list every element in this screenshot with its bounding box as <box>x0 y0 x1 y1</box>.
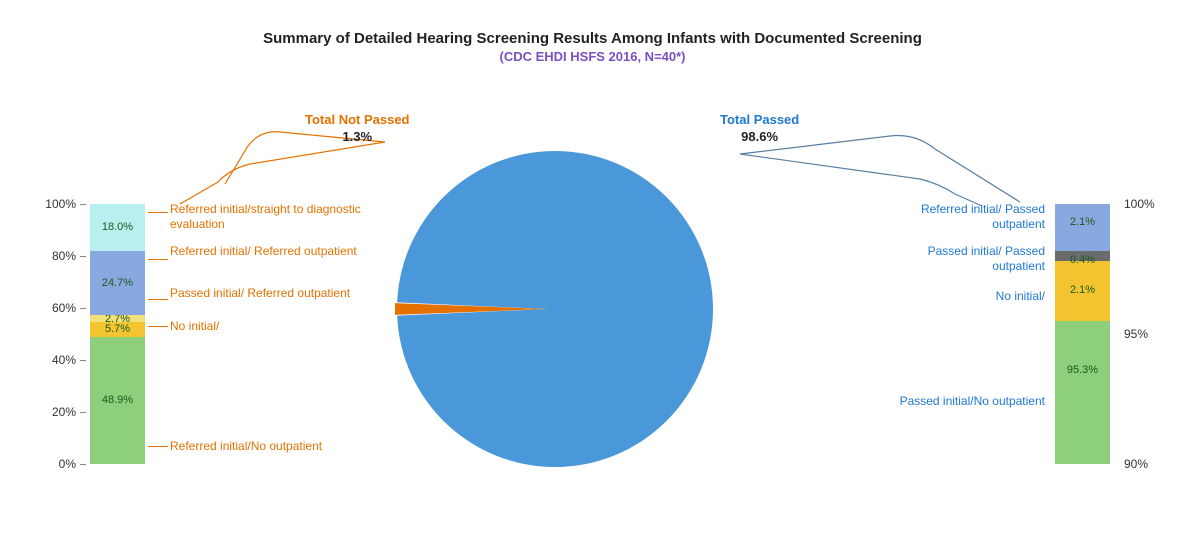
left-bar-segment: 24.7% <box>90 251 145 315</box>
axis-tick: 90% <box>1124 457 1148 471</box>
chart-area: Total Not Passed 1.3% Total Passed 98.6%… <box>0 64 1185 504</box>
axis-tick: 0% <box>59 457 76 471</box>
pie-label-not-passed-pct: 1.3% <box>342 129 372 144</box>
right-seg-label: No initial/ <box>996 289 1045 304</box>
right-seg-value: 95.3% <box>1055 364 1110 376</box>
chart-title: Summary of Detailed Hearing Screening Re… <box>0 30 1185 47</box>
right-seg-value: 2.1% <box>1055 216 1110 228</box>
left-y-axis: 100% 80% 60% 40% 20% 0% <box>40 204 80 464</box>
left-seg-label: Passed initial/ Referred outpatient <box>170 286 350 301</box>
left-seg-label: Referred initial/straight to diagnostic … <box>170 202 380 232</box>
left-stacked-bar: 100% 80% 60% 40% 20% 0% 48.9%5.7%2.7%24.… <box>40 204 360 504</box>
axis-tick: 100% <box>1124 197 1155 211</box>
left-seg-label: Referred initial/ Referred outpatient <box>170 244 357 259</box>
right-seg-value: 0.4% <box>1055 254 1110 266</box>
pie-label-not-passed-name: Total Not Passed <box>305 112 410 129</box>
right-stacked-bar: 100% 95% 90% Referred initial/ Passed ou… <box>860 204 1160 504</box>
right-seg-label: Passed initial/ Passed outpatient <box>875 244 1045 274</box>
axis-tick: 40% <box>52 353 76 367</box>
left-bar-segment: 18.0% <box>90 204 145 251</box>
right-seg-label: Passed initial/No outpatient <box>900 394 1045 409</box>
right-y-axis: 100% 95% 90% <box>1120 204 1160 464</box>
left-bar-segment: 2.7% <box>90 315 145 322</box>
left-seg-label: Referred initial/No outpatient <box>170 439 322 454</box>
axis-tick: 60% <box>52 301 76 315</box>
left-seg-label: No initial/ <box>170 319 219 334</box>
axis-tick: 100% <box>45 197 76 211</box>
axis-tick: 95% <box>1124 327 1148 341</box>
right-bar-stack <box>1055 204 1110 464</box>
left-bar-stack: 48.9%5.7%2.7%24.7%18.0% <box>90 204 145 464</box>
right-bar-segment <box>1055 321 1110 464</box>
left-bar-segment: 48.9% <box>90 337 145 464</box>
chart-subtitle: (CDC EHDI HSFS 2016, N=40*) <box>0 49 1185 64</box>
chart-title-block: Summary of Detailed Hearing Screening Re… <box>0 0 1185 64</box>
pie-label-passed: Total Passed 98.6% <box>720 112 799 146</box>
axis-tick: 20% <box>52 405 76 419</box>
right-seg-value: 2.1% <box>1055 284 1110 296</box>
left-bar-segment: 5.7% <box>90 322 145 337</box>
pie-label-passed-pct: 98.6% <box>741 129 778 144</box>
pie-chart <box>395 149 715 469</box>
pie-label-passed-name: Total Passed <box>720 112 799 129</box>
pie-label-not-passed: Total Not Passed 1.3% <box>305 112 410 146</box>
axis-tick: 80% <box>52 249 76 263</box>
right-seg-label: Referred initial/ Passed outpatient <box>875 202 1045 232</box>
